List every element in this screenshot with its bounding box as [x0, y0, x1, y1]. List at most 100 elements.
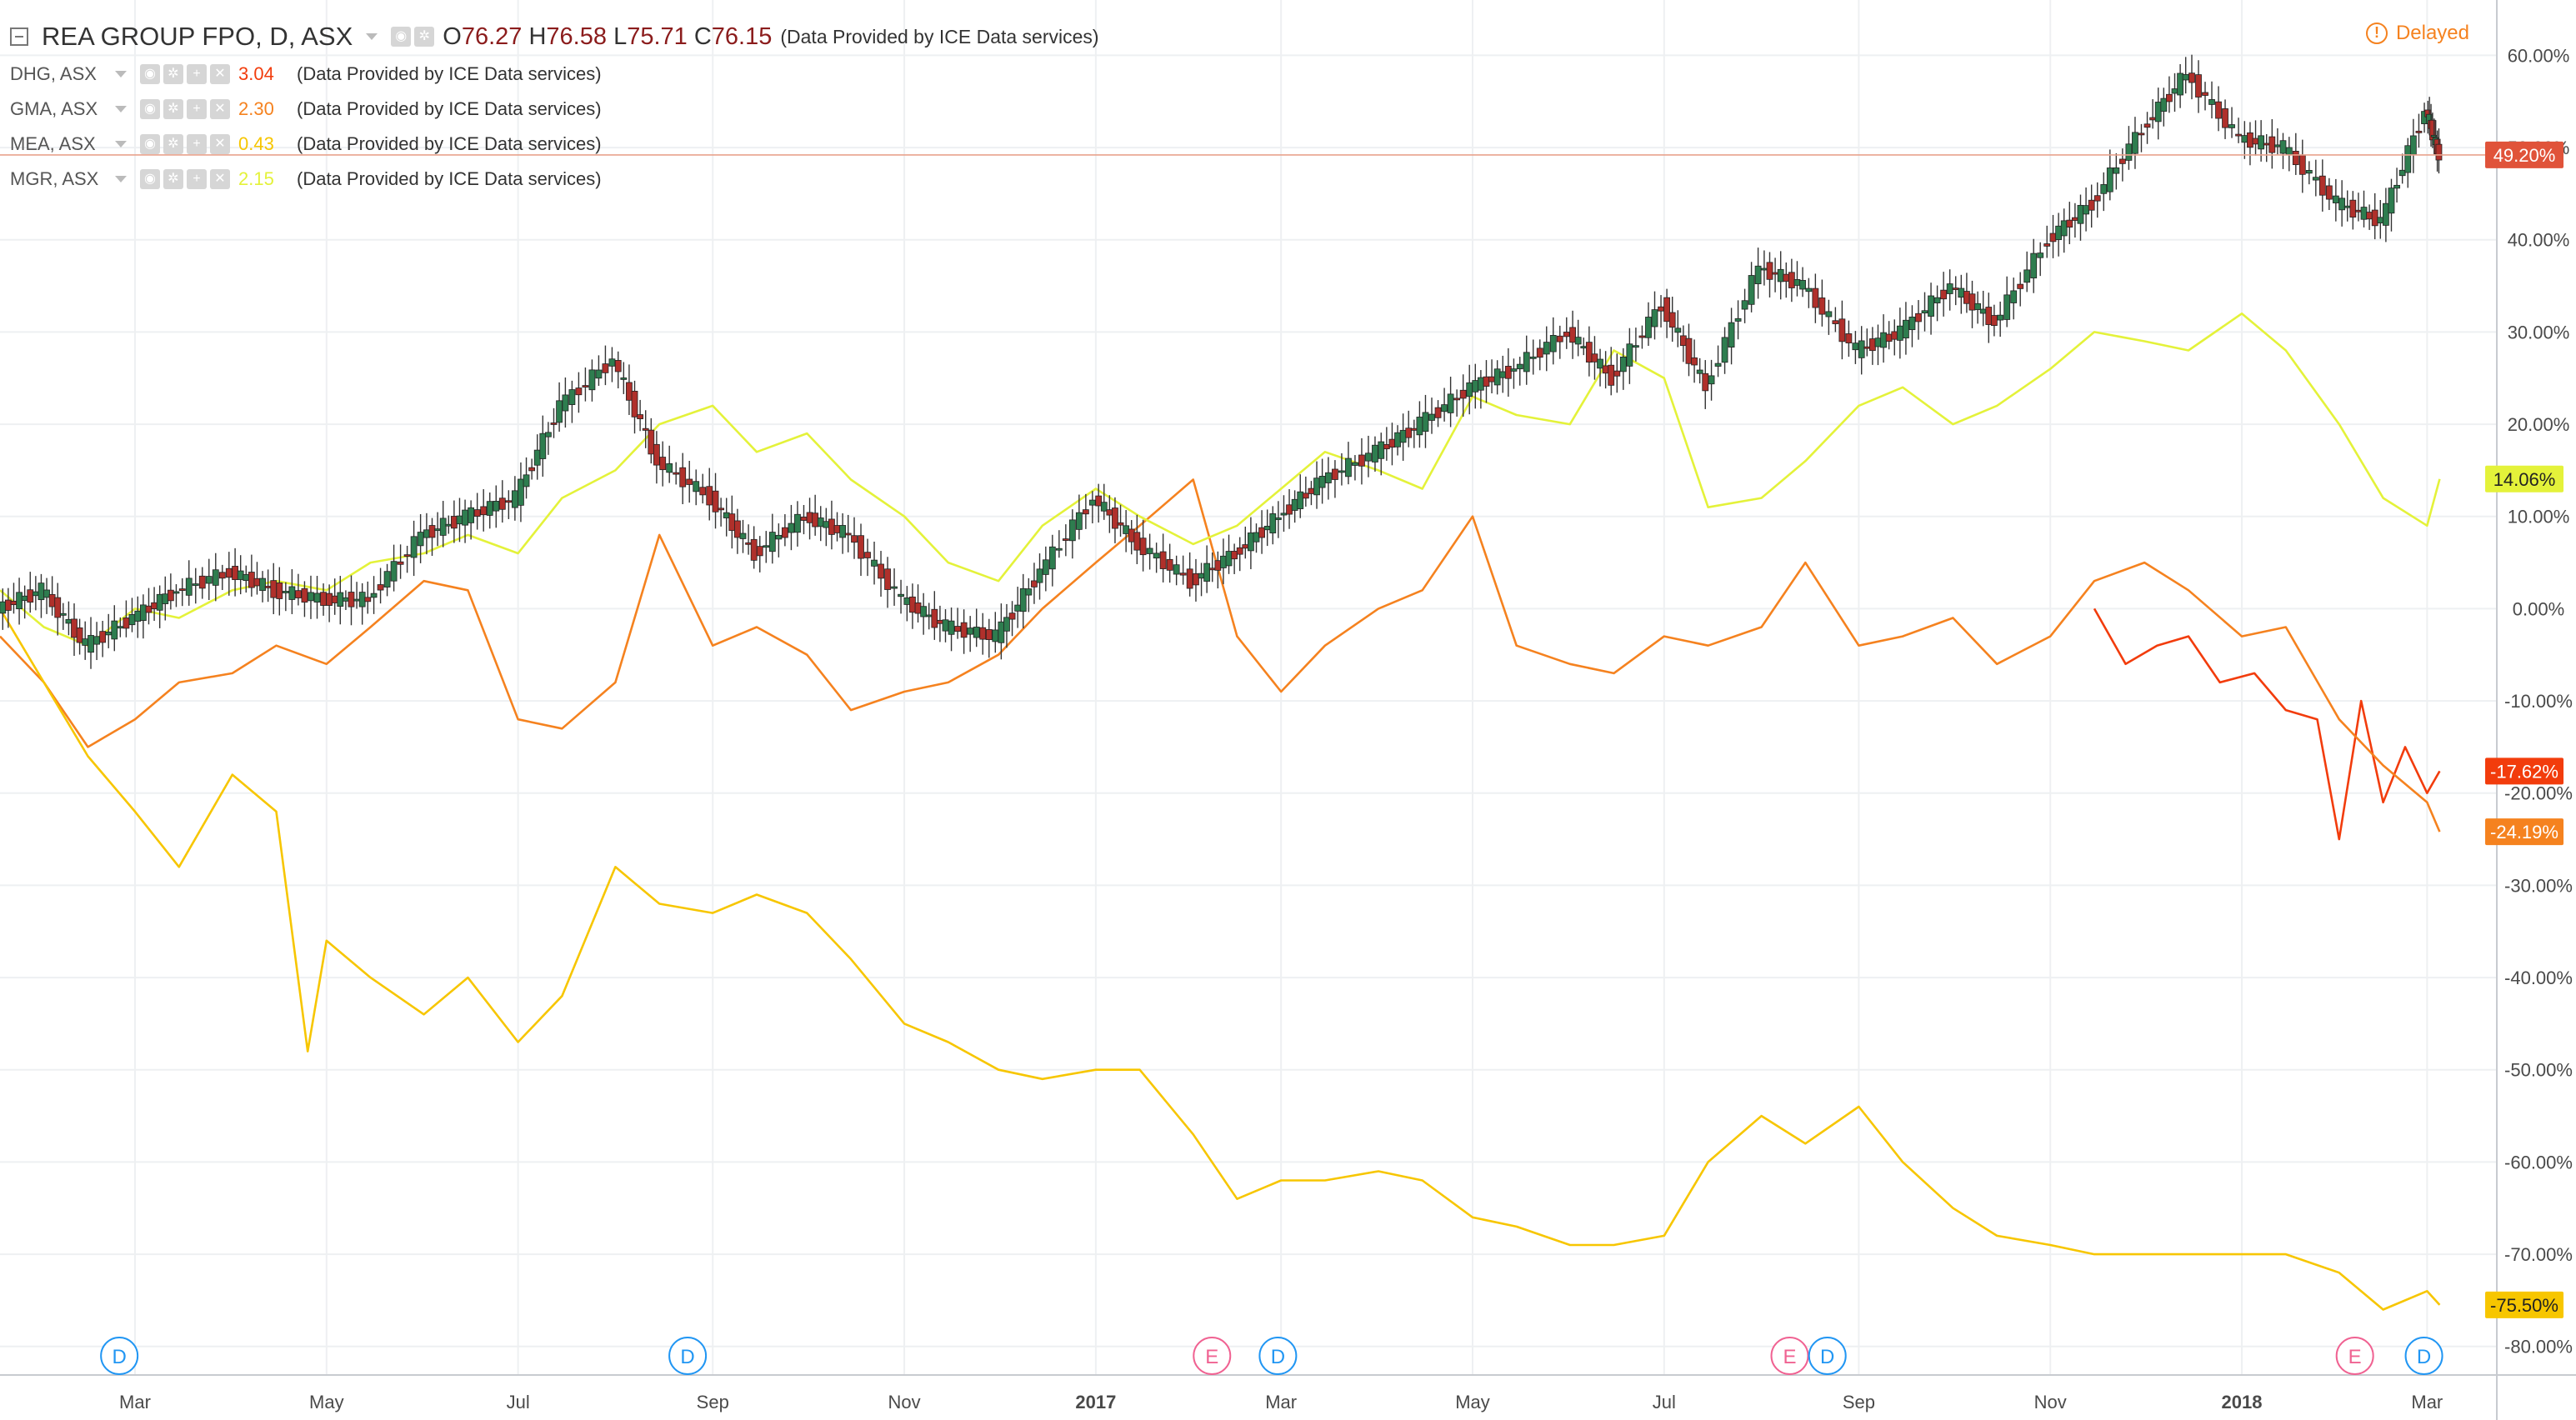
candle-body — [1985, 307, 1993, 325]
event-marker-earnings[interactable] — [2335, 1337, 2374, 1375]
candle-body — [844, 532, 852, 536]
candle-body — [1042, 559, 1049, 575]
candle-body — [270, 580, 278, 598]
series-name[interactable]: MGR, ASX — [10, 168, 99, 189]
candle-body — [745, 542, 752, 545]
gear-icon[interactable]: ✲ — [163, 99, 183, 119]
candle-body — [1493, 368, 1501, 386]
plus-icon[interactable]: + — [187, 169, 207, 189]
event-marker-dividend[interactable] — [1808, 1337, 1847, 1375]
candle-body — [1632, 345, 1639, 348]
chevron-down-icon[interactable] — [115, 106, 127, 112]
data-provider-text: (Data Provided by ICE Data services) — [297, 98, 602, 119]
candle-body — [2343, 205, 2351, 208]
main-symbol-title[interactable]: REA GROUP FPO, D, ASX — [42, 22, 353, 51]
series-name[interactable]: DHG, ASX — [10, 63, 97, 84]
close-icon[interactable]: ✕ — [210, 64, 230, 84]
ohlc-readout: O76.27 H76.58 L75.71 C76.15 — [443, 23, 772, 51]
candle-body — [637, 414, 644, 419]
last-value-badge — [2485, 818, 2563, 846]
candle-body — [225, 568, 233, 578]
candle-body — [1799, 279, 1806, 290]
candle-body — [2235, 133, 2242, 137]
candle-body — [410, 536, 418, 558]
candle-body — [264, 586, 272, 588]
last-value-label: -24.19% — [2490, 822, 2558, 842]
eye-icon[interactable]: ◉ — [140, 134, 160, 154]
candle-body — [343, 597, 349, 602]
event-marker-earnings[interactable] — [1193, 1337, 1232, 1375]
close-icon[interactable]: ✕ — [210, 169, 230, 189]
event-marker-dividend[interactable] — [2404, 1337, 2443, 1375]
candle-body — [1075, 512, 1083, 530]
candle-body — [2060, 220, 2068, 237]
eye-icon[interactable]: ◉ — [140, 64, 160, 84]
candle-body — [1908, 317, 1916, 331]
delayed-status[interactable]: ! Delayed — [2365, 22, 2469, 45]
chevron-down-icon[interactable] — [115, 176, 127, 182]
collapse-legend-button[interactable] — [10, 28, 28, 46]
data-provider-text: (Data Provided by ICE Data services) — [297, 133, 602, 154]
eye-icon[interactable]: ◉ — [140, 99, 160, 119]
x-tick-label: Mar — [119, 1392, 151, 1412]
close-icon[interactable]: ✕ — [210, 134, 230, 154]
eye-icon[interactable]: ◉ — [140, 169, 160, 189]
candle-body — [1499, 371, 1507, 378]
candle-body — [117, 626, 124, 629]
candle-body — [2100, 184, 2108, 194]
candle-body — [331, 595, 338, 603]
candle-body — [1003, 617, 1010, 632]
event-marker-dividend[interactable] — [668, 1337, 708, 1375]
series-line-mea — [0, 608, 2441, 1311]
chevron-down-icon[interactable] — [366, 33, 378, 40]
candle-body — [162, 593, 169, 604]
candle-body — [1825, 311, 1833, 318]
event-marker-dividend[interactable] — [1258, 1337, 1298, 1375]
candle-body — [2182, 73, 2189, 81]
candle-body — [486, 501, 493, 516]
candle-body — [1608, 364, 1615, 386]
candle-body — [575, 388, 583, 396]
chevron-down-icon[interactable] — [115, 71, 127, 78]
candle-body — [301, 588, 308, 603]
candle-body — [1378, 441, 1385, 459]
plus-icon[interactable]: + — [187, 99, 207, 119]
candle-body — [1543, 342, 1550, 355]
candle-body — [1651, 309, 1658, 328]
x-tick-label: May — [1455, 1392, 1490, 1412]
event-marker-letter: D — [1820, 1346, 1834, 1368]
candle-body — [942, 619, 949, 632]
chevron-down-icon[interactable] — [115, 141, 127, 148]
candle-body — [1383, 444, 1390, 450]
candle-body — [794, 513, 801, 533]
candle-body — [878, 563, 884, 579]
plus-icon[interactable]: + — [187, 64, 207, 84]
candle-body — [2415, 130, 2423, 133]
candle-body — [1674, 328, 1682, 333]
candle-body — [2382, 202, 2389, 226]
candle-body — [1574, 337, 1582, 345]
gear-icon[interactable]: ✲ — [163, 169, 183, 189]
close-icon[interactable]: ✕ — [210, 99, 230, 119]
gear-icon[interactable]: ✲ — [163, 64, 183, 84]
candle-body — [2083, 205, 2089, 215]
candle-body — [763, 545, 770, 548]
event-marker-dividend[interactable] — [100, 1337, 139, 1375]
candle-body — [212, 569, 219, 586]
candle-body — [2215, 101, 2222, 119]
eye-icon[interactable]: ◉ — [391, 27, 412, 47]
candle-body — [445, 523, 453, 527]
candle-body — [205, 576, 213, 584]
series-name[interactable]: MEA, ASX — [10, 133, 96, 154]
gear-icon[interactable]: ✲ — [163, 134, 183, 154]
x-tick-label: Sep — [1843, 1392, 1875, 1412]
candle-body — [1997, 314, 2004, 321]
gear-icon[interactable]: ✲ — [414, 27, 435, 47]
candle-body — [1663, 297, 1671, 322]
event-marker-earnings[interactable] — [1770, 1337, 1809, 1375]
candle-body — [1179, 572, 1187, 576]
plus-icon[interactable]: + — [187, 134, 207, 154]
candle-body — [1691, 357, 1698, 366]
series-name[interactable]: GMA, ASX — [10, 98, 98, 119]
